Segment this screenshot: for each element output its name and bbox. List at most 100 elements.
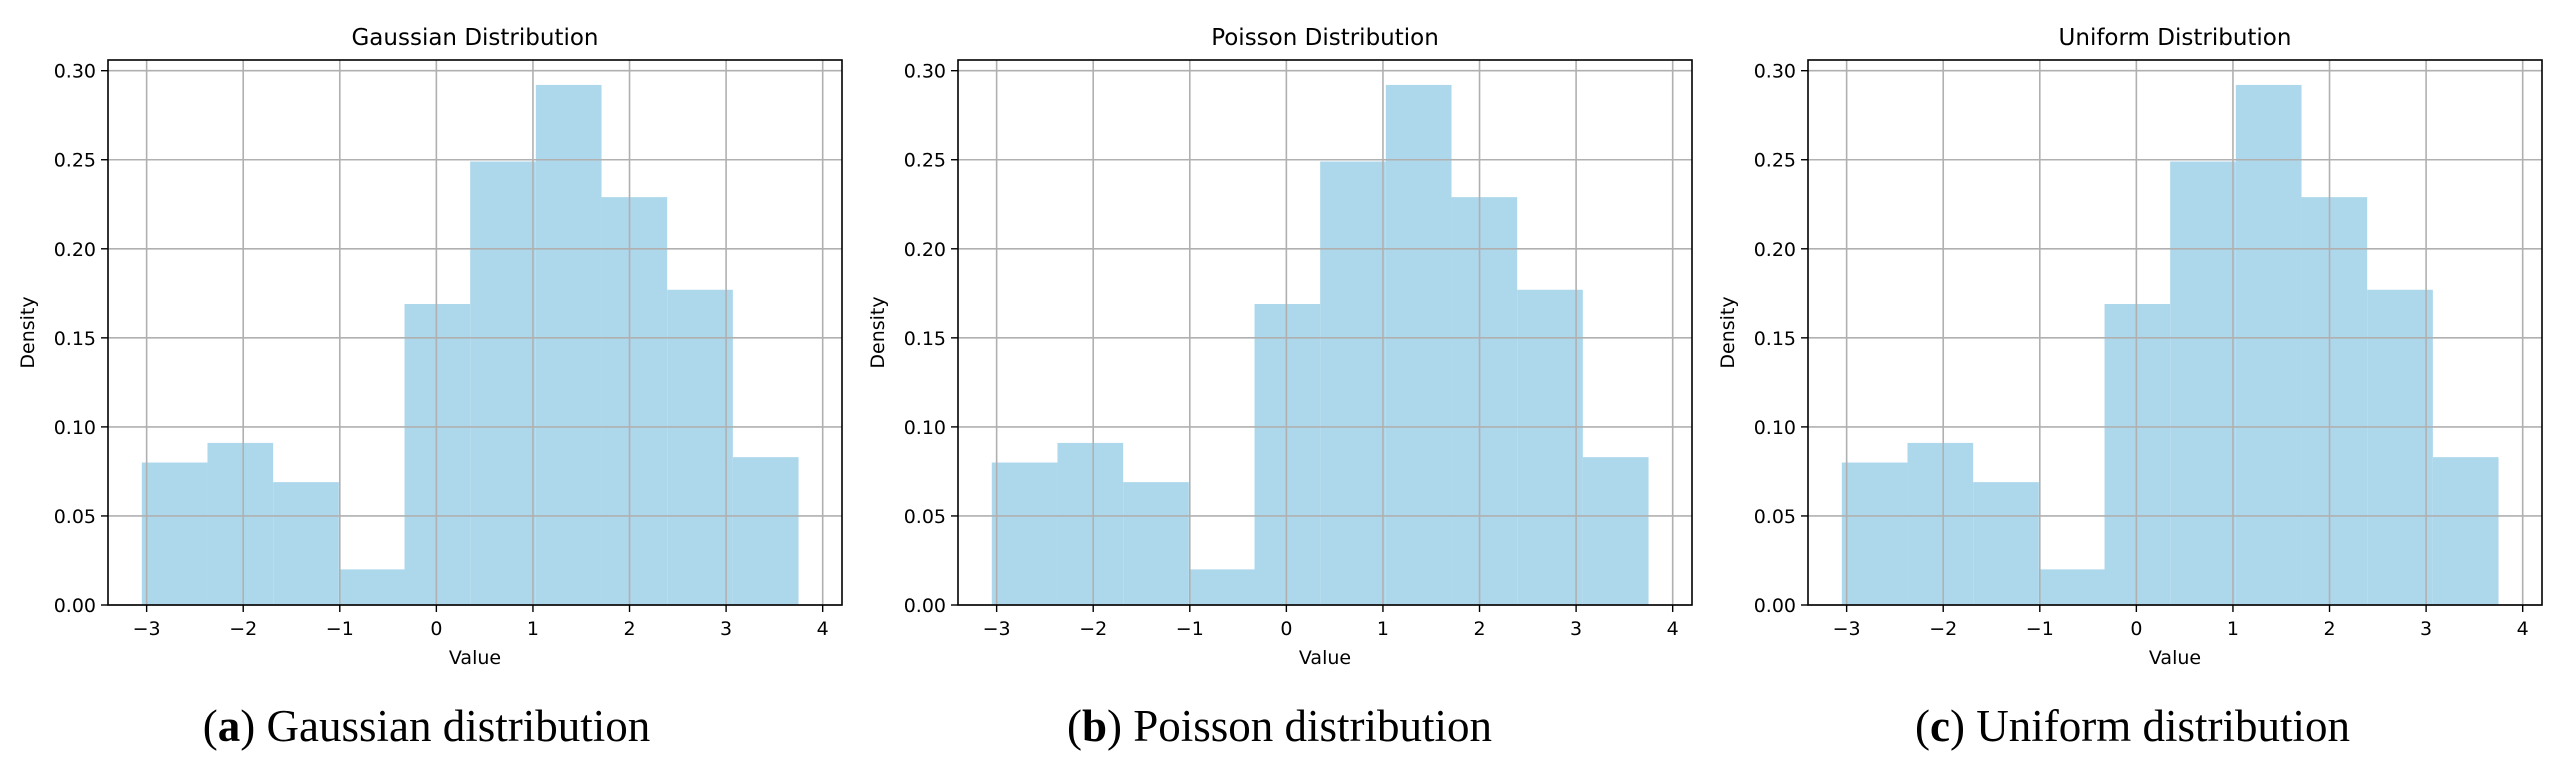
histogram-bar <box>2038 569 2105 605</box>
grid-lines <box>958 60 1692 606</box>
x-tick-label: −1 <box>2026 618 2054 640</box>
y-tick-label: 0.20 <box>904 239 946 261</box>
x-axis-ticks: −3 −2 −1 0 1 2 3 4 <box>983 605 1679 640</box>
y-tick-label: 0.00 <box>54 595 96 617</box>
histogram-bar <box>1973 482 2039 605</box>
axes-frame <box>1807 59 2543 606</box>
caption-b: (b) Poisson distribution <box>1066 701 1493 751</box>
axes-frame <box>107 59 843 606</box>
histogram-bar <box>1517 289 1583 605</box>
x-tick-label: 3 <box>720 618 732 640</box>
x-tick-label: 2 <box>1473 618 1485 640</box>
x-tick-label: 2 <box>2323 618 2335 640</box>
histogram-bar <box>1841 462 1908 605</box>
x-tick-label: 4 <box>1667 618 1679 640</box>
histogram-bars <box>141 84 799 606</box>
chart-title: Gaussian Distribution <box>351 25 598 51</box>
histogram-bar <box>2104 304 2171 605</box>
caption-b-letter: b <box>1081 701 1107 751</box>
x-tick-label: −2 <box>1929 618 1957 640</box>
x-axis-ticks: −3 −2 −1 0 1 2 3 4 <box>133 605 829 640</box>
x-tick-label: −3 <box>983 618 1011 640</box>
histogram-bar <box>1188 569 1255 605</box>
y-tick-label: 0.10 <box>54 417 96 439</box>
x-axis-label: Value <box>1299 647 1351 669</box>
y-tick-label: 0.15 <box>904 328 946 350</box>
chart-title: Uniform Distribution <box>2059 25 2292 51</box>
axes-frame <box>957 59 1693 606</box>
histogram-bar <box>1451 197 1518 606</box>
x-tick-label: 0 <box>1280 618 1292 640</box>
y-axis-ticks: 0.00 0.05 0.10 0.15 0.20 0.25 0.30 <box>54 61 108 617</box>
histogram-bar <box>2432 457 2499 605</box>
caption-c: (c) Uniform distribution <box>1915 701 2350 751</box>
x-tick-label: 0 <box>430 618 442 640</box>
histogram-bar <box>1123 482 1189 605</box>
y-tick-label: 0.00 <box>1754 595 1796 617</box>
histogram-bar <box>667 289 733 605</box>
histogram-bar <box>1320 161 1386 606</box>
y-axis-ticks: 0.00 0.05 0.10 0.15 0.20 0.25 0.30 <box>1754 61 1808 617</box>
x-axis-label: Value <box>2149 647 2201 669</box>
histogram-bar <box>1907 442 1974 605</box>
x-tick-label: −3 <box>133 618 161 640</box>
caption-a: (a) Gaussian distribution <box>202 701 651 751</box>
histogram-bar <box>470 161 536 606</box>
caption-a-text: Gaussian distribution <box>266 701 651 751</box>
caption-b-text: Poisson distribution <box>1133 701 1493 751</box>
y-tick-label: 0.15 <box>1754 328 1796 350</box>
x-tick-label: 1 <box>527 618 539 640</box>
histogram-bar <box>732 457 799 605</box>
histogram-bar <box>601 197 668 606</box>
histogram-bars <box>1841 84 2499 606</box>
y-axis-label: Density <box>867 296 889 368</box>
y-tick-label: 0.25 <box>1754 150 1796 172</box>
y-tick-label: 0.20 <box>1754 239 1796 261</box>
histogram-bar <box>1057 442 1124 605</box>
histogram-bar <box>1582 457 1649 605</box>
y-tick-label: 0.10 <box>1754 417 1796 439</box>
histogram-bar <box>2235 84 2302 606</box>
histogram-bar <box>338 569 405 605</box>
histogram-bar <box>535 84 602 606</box>
y-tick-label: 0.10 <box>904 417 946 439</box>
panel-b-poisson: −3 −2 −1 0 1 2 3 4 0.00 0.05 0.10 0.15 0.20 0.25 0.30 P… <box>867 25 1693 669</box>
histogram-bar <box>991 462 1058 605</box>
x-tick-label: 1 <box>2227 618 2239 640</box>
x-tick-label: 4 <box>817 618 829 640</box>
histogram-bar <box>404 304 471 605</box>
histogram-bar <box>2170 161 2236 606</box>
y-axis-label: Density <box>17 296 39 368</box>
y-tick-label: 0.30 <box>904 61 946 83</box>
x-tick-label: 4 <box>2517 618 2529 640</box>
x-axis-label: Value <box>449 647 501 669</box>
x-tick-label: 2 <box>623 618 635 640</box>
x-tick-label: −2 <box>229 618 257 640</box>
x-tick-label: −1 <box>326 618 354 640</box>
histogram-bars <box>991 84 1649 606</box>
x-tick-label: 1 <box>1377 618 1389 640</box>
y-tick-label: 0.25 <box>904 150 946 172</box>
panel-c-uniform: −3 −2 −1 0 1 2 3 4 0.00 0.05 0.10 0.15 0.20 0.25 0.30 U… <box>1717 25 2543 669</box>
histogram-bar <box>1385 84 1452 606</box>
caption-a-letter: a <box>217 701 241 751</box>
y-tick-label: 0.15 <box>54 328 96 350</box>
histogram-bar <box>1254 304 1321 605</box>
x-tick-label: −3 <box>1833 618 1861 640</box>
x-tick-label: −1 <box>1176 618 1204 640</box>
x-axis-ticks: −3 −2 −1 0 1 2 3 4 <box>1833 605 2529 640</box>
y-tick-label: 0.25 <box>54 150 96 172</box>
y-tick-label: 0.05 <box>904 506 946 528</box>
y-tick-label: 0.05 <box>54 506 96 528</box>
caption-c-text: Uniform distribution <box>1976 701 2350 751</box>
y-tick-label: 0.20 <box>54 239 96 261</box>
x-tick-label: 3 <box>1570 618 1582 640</box>
y-axis-ticks: 0.00 0.05 0.10 0.15 0.20 0.25 0.30 <box>904 61 958 617</box>
grid-lines <box>108 60 842 606</box>
y-tick-label: 0.30 <box>1754 61 1796 83</box>
panel-a-gaussian: −3 −2 −1 0 1 2 3 4 0.00 0.05 0.10 0.15 0.20 0.25 0.30 G… <box>17 25 843 669</box>
caption-c-letter: c <box>1930 701 1950 751</box>
histogram-bar <box>141 462 208 605</box>
y-tick-label: 0.30 <box>54 61 96 83</box>
